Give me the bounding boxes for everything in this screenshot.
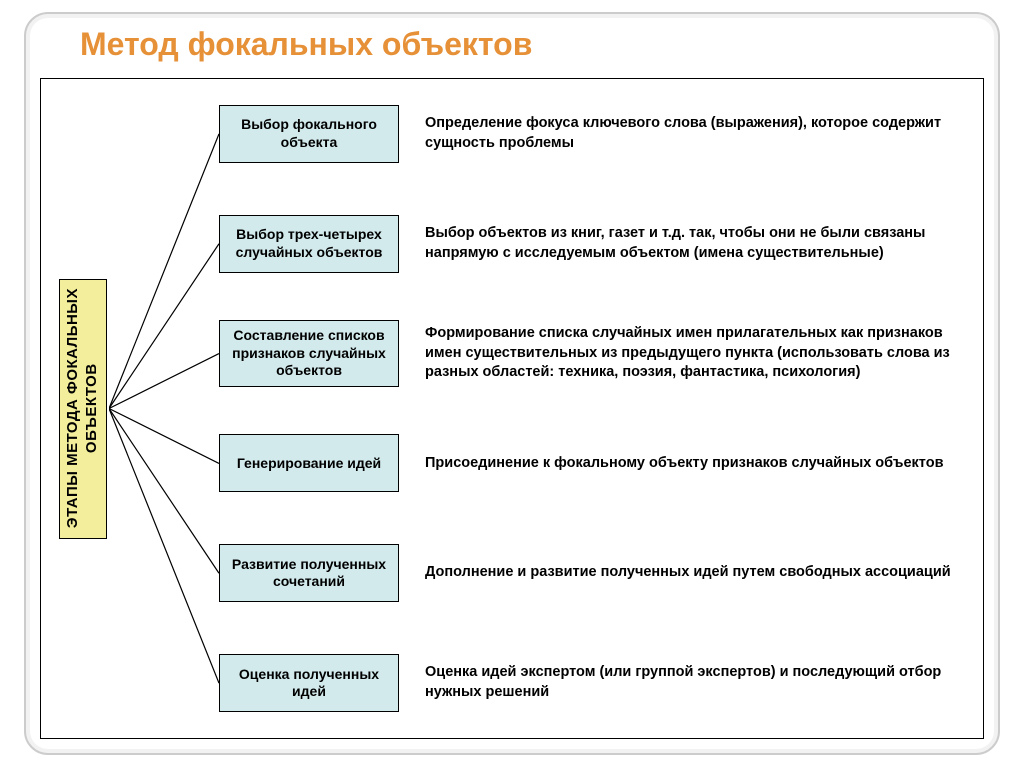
page-title: Метод фокальных объектов bbox=[80, 26, 532, 63]
stage-row: Выбор фокального объекта Определение фок… bbox=[109, 79, 983, 189]
stage-description: Формирование списка случайных имен прила… bbox=[399, 324, 983, 383]
root-node-label: ЭТАПЫ МЕТОДА ФОКАЛЬНЫХ ОБЪЕКТОВ bbox=[64, 288, 102, 528]
diagram-container: ЭТАПЫ МЕТОДА ФОКАЛЬНЫХ ОБЪЕКТОВ Выбор фо… bbox=[40, 78, 984, 739]
stage-box: Выбор трех-четырех случайных объектов bbox=[219, 215, 399, 273]
stage-description: Выбор объектов из книг, газет и т.д. так… bbox=[399, 224, 983, 263]
stage-description: Присоединение к фокальному объекту призн… bbox=[399, 454, 983, 474]
stage-box: Развитие полученных сочетаний bbox=[219, 544, 399, 602]
stage-box: Оценка полученных идей bbox=[219, 654, 399, 712]
stage-row: Генерирование идей Присоединение к фокал… bbox=[109, 408, 983, 518]
root-node: ЭТАПЫ МЕТОДА ФОКАЛЬНЫХ ОБЪЕКТОВ bbox=[59, 279, 107, 539]
stage-box: Составление списков признаков случайных … bbox=[219, 320, 399, 387]
stage-row: Выбор трех-четырех случайных объектов Вы… bbox=[109, 189, 983, 299]
stage-box: Генерирование идей bbox=[219, 434, 399, 492]
stage-row: Составление списков признаков случайных … bbox=[109, 299, 983, 409]
stage-box: Выбор фокального объекта bbox=[219, 105, 399, 163]
stage-description: Определение фокуса ключевого слова (выра… bbox=[399, 114, 983, 153]
stage-row: Развитие полученных сочетаний Дополнение… bbox=[109, 518, 983, 628]
stage-description: Оценка идей экспертом (или группой экспе… bbox=[399, 663, 983, 702]
stage-description: Дополнение и развитие полученных идей пу… bbox=[399, 563, 983, 583]
stage-row: Оценка полученных идей Оценка идей экспе… bbox=[109, 628, 983, 738]
stage-rows: Выбор фокального объекта Определение фок… bbox=[109, 79, 983, 738]
